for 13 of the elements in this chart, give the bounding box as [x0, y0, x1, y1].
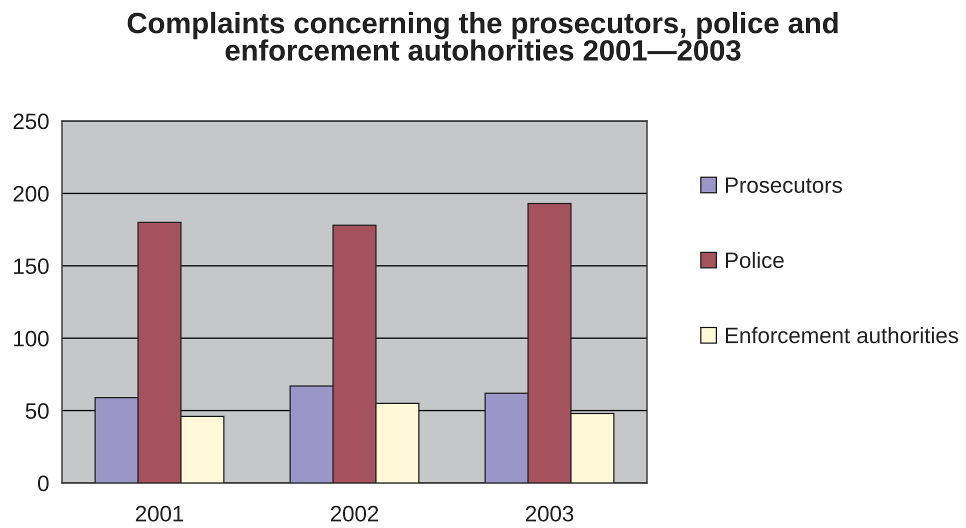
y-tick-label: 100	[14, 330, 49, 346]
legend-label: Police	[726, 252, 784, 268]
y-tick-label: 0	[38, 476, 49, 492]
y-tick-label: 200	[14, 186, 49, 202]
chart-title: Complaints concerning the prosecutors, police and enforcement autohorities 2001—2003	[128, 12, 838, 61]
y-tick-label: 50	[26, 403, 49, 419]
y-tick-label: 150	[14, 258, 49, 274]
x-tick-label: 2003	[526, 506, 574, 522]
legend-label: Enforcement authorities	[726, 326, 958, 344]
x-tick-label: 2002	[330, 506, 378, 522]
x-tick-label: 2001	[136, 506, 184, 522]
legend-label: Prosecutors	[726, 177, 842, 193]
y-tick-label: 250	[14, 114, 49, 130]
